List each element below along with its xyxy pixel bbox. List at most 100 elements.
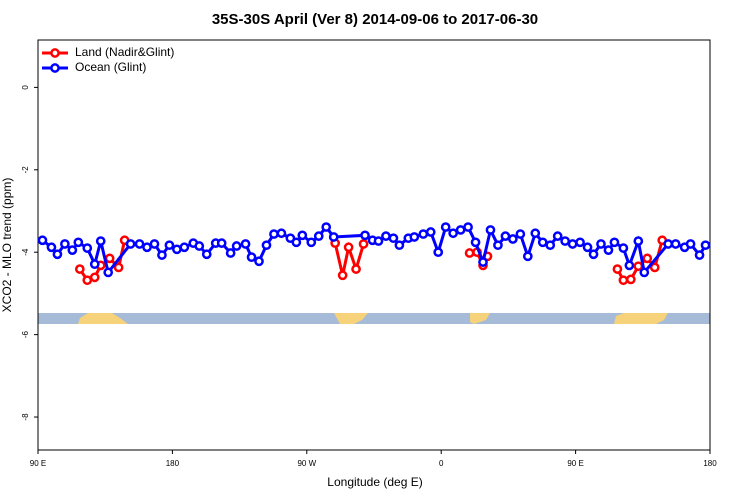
data-point <box>225 248 236 258</box>
data-point <box>125 239 136 249</box>
data-point <box>142 242 152 253</box>
data-point <box>381 231 391 241</box>
data-point <box>670 239 681 249</box>
land-shape <box>334 313 368 324</box>
data-point <box>575 237 585 248</box>
data-point <box>113 262 124 273</box>
data-point <box>240 239 251 249</box>
data-point <box>663 239 674 249</box>
x-axis-label: Longitude (deg E) <box>327 475 422 489</box>
data-point <box>700 240 711 251</box>
data-point <box>596 239 606 249</box>
data-point <box>603 245 614 256</box>
data-point <box>276 228 287 239</box>
data-point <box>201 249 212 260</box>
legend-marker <box>50 63 60 73</box>
data-point <box>508 234 518 244</box>
data-point <box>567 239 578 249</box>
map-strip <box>38 313 710 324</box>
chart-title: 35S-30S April (Ver 8) 2014-09-06 to 2017… <box>212 11 538 28</box>
data-point <box>485 225 496 235</box>
data-point <box>588 249 599 260</box>
data-point <box>343 242 354 253</box>
x-tick-label: 180 <box>166 459 180 468</box>
data-point <box>269 229 279 239</box>
data-point <box>231 241 242 251</box>
data-point <box>95 236 106 246</box>
data-point <box>194 241 205 251</box>
data-point <box>537 237 548 248</box>
data-point <box>545 240 556 251</box>
data-point <box>493 240 503 251</box>
y-tick-label: 0 <box>21 85 30 90</box>
x-tick-label: 90 E <box>567 459 583 468</box>
data-point <box>216 238 227 248</box>
y-tick-label: -2 <box>21 166 30 174</box>
data-point <box>134 239 145 249</box>
data-point <box>37 235 48 246</box>
data-point <box>358 239 369 249</box>
data-point <box>351 264 361 274</box>
data-point <box>624 260 635 271</box>
data-point <box>74 264 85 274</box>
data-point <box>82 243 93 253</box>
data-point <box>89 259 100 270</box>
data-point <box>172 244 182 255</box>
ocean-strip <box>38 313 710 324</box>
data-point <box>67 245 78 256</box>
data-point <box>500 231 511 241</box>
data-point <box>455 225 466 235</box>
land-shape <box>78 313 128 324</box>
data-point <box>685 239 696 249</box>
data-point <box>246 252 257 263</box>
data-point <box>328 232 339 242</box>
data-point <box>609 237 620 248</box>
data-point <box>73 237 84 248</box>
x-tick-label: 0 <box>439 459 444 468</box>
data-point <box>103 267 114 278</box>
data-point <box>360 230 370 241</box>
data-point <box>470 237 481 248</box>
data-point <box>261 240 272 251</box>
data-point <box>149 239 160 249</box>
data-point <box>440 222 451 232</box>
land-shape <box>614 313 668 324</box>
data-point <box>179 242 190 253</box>
data-point <box>254 256 264 267</box>
data-point <box>157 250 167 260</box>
legend-label: Ocean (Glint) <box>75 60 146 74</box>
data-point <box>612 264 623 274</box>
data-point <box>104 253 115 264</box>
data-point <box>321 222 332 232</box>
data-point <box>522 251 533 262</box>
data-point <box>297 230 308 241</box>
data-point <box>52 249 63 260</box>
data-point <box>448 228 458 239</box>
legend-label: Land (Nadir&Glint) <box>75 45 174 59</box>
data-point <box>433 247 444 258</box>
data-point <box>313 231 324 241</box>
data-point <box>418 229 429 239</box>
data-point <box>633 236 644 246</box>
data-point <box>409 232 420 242</box>
data-point <box>306 237 317 248</box>
y-axis-label: XCO2 - MLO trend (ppm) <box>0 178 14 313</box>
data-point <box>515 229 526 239</box>
data-point <box>291 237 302 248</box>
data-point <box>633 261 644 272</box>
data-point <box>582 242 593 253</box>
data-point <box>649 262 660 273</box>
data-point <box>463 222 473 232</box>
data-point <box>639 267 650 278</box>
data-point <box>626 274 636 285</box>
x-tick-label: 180 <box>703 459 717 468</box>
y-tick-label: -6 <box>21 331 30 339</box>
data-point <box>560 236 570 246</box>
data-point <box>164 240 175 251</box>
data-point <box>552 231 563 241</box>
data-point <box>337 270 348 281</box>
y-tick-label: -4 <box>21 248 30 256</box>
data-point <box>425 227 436 237</box>
data-point <box>530 228 541 239</box>
